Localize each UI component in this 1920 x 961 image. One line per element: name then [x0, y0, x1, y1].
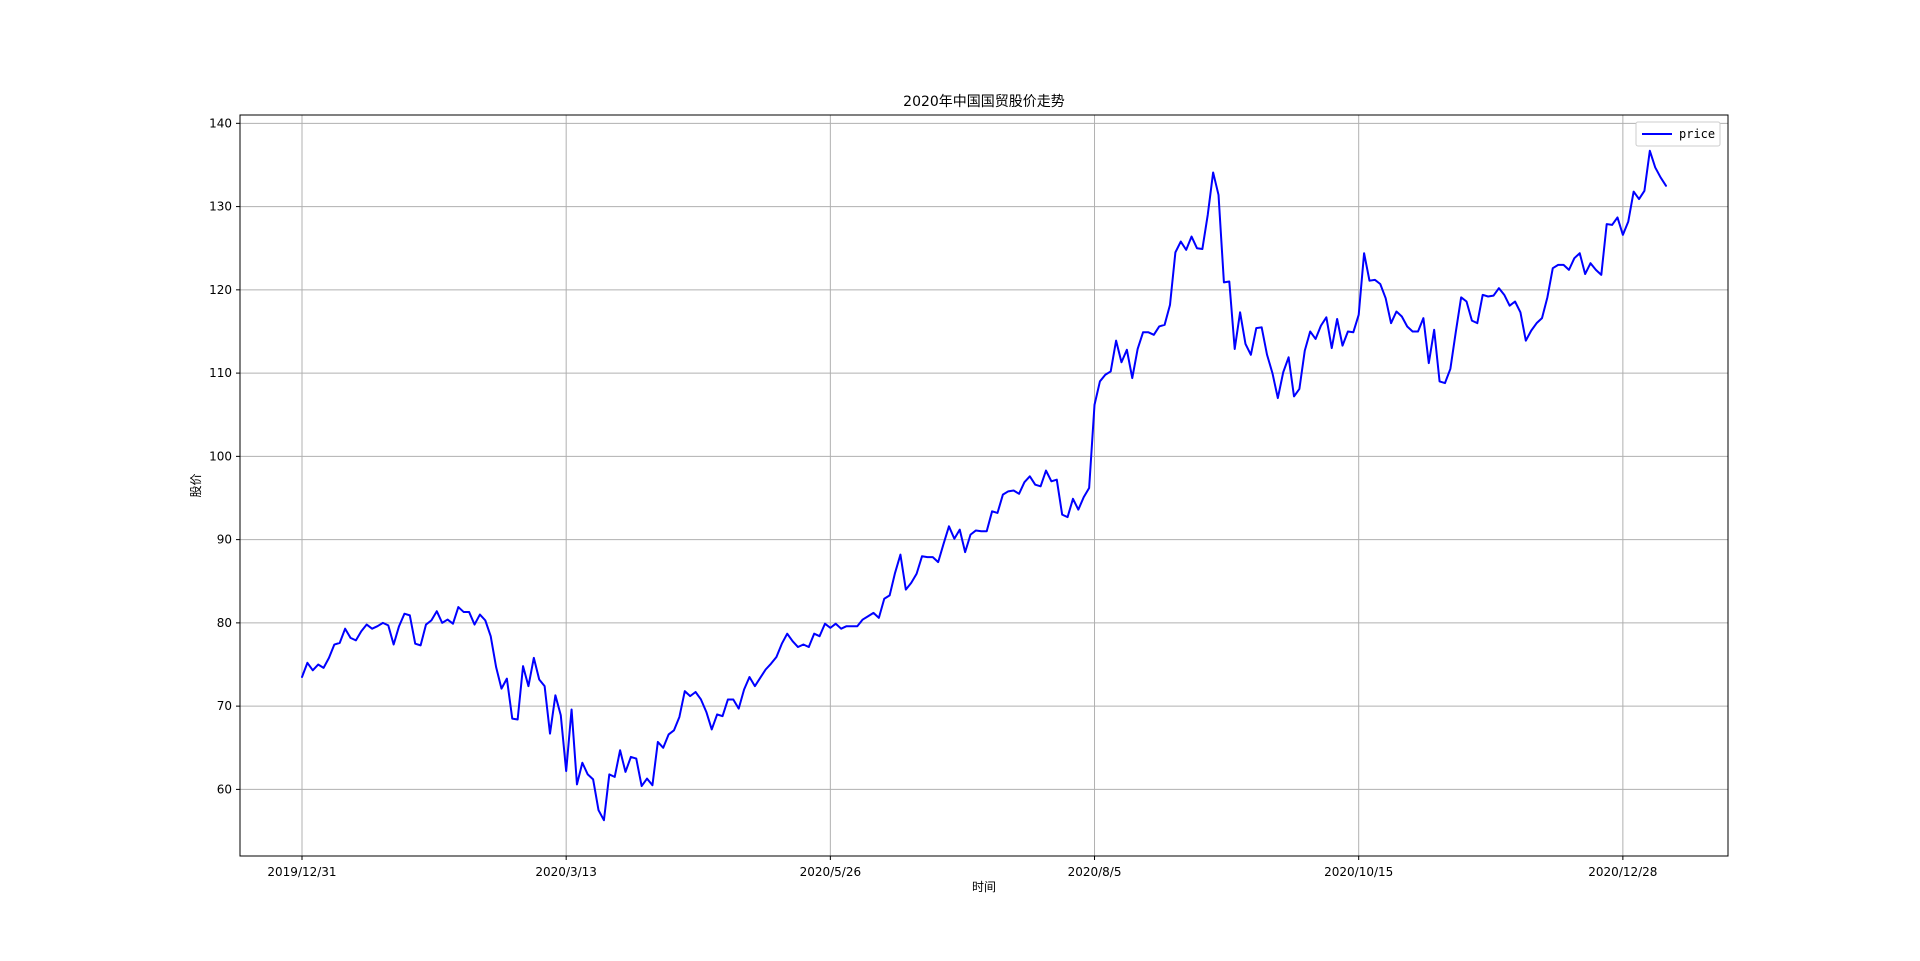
- y-tick-label: 80: [217, 616, 232, 630]
- y-tick-label: 130: [209, 200, 232, 214]
- y-tick-label: 140: [209, 116, 232, 130]
- x-tick-label: 2020/12/28: [1588, 865, 1657, 879]
- series-line-price: [301, 149, 1667, 822]
- legend-label-price: price: [1679, 127, 1715, 141]
- x-tick-label: 2020/3/13: [535, 865, 597, 879]
- y-axis-label: 股价: [189, 473, 203, 497]
- y-tick-label: 70: [217, 699, 232, 713]
- y-tick-label: 100: [209, 449, 232, 463]
- x-tick-label: 2020/5/26: [800, 865, 862, 879]
- chart-title: 2020年中国国贸股价走势: [903, 94, 1065, 110]
- y-tick-label: 120: [209, 283, 232, 297]
- plot-frame: [239, 114, 1729, 857]
- legend-box: [1635, 121, 1721, 147]
- legend: price: [1635, 121, 1721, 147]
- y-tick-label: 90: [217, 533, 232, 547]
- x-tick-label: 2020/10/15: [1324, 865, 1393, 879]
- series-layer: [301, 149, 1667, 822]
- grid: [240, 115, 1728, 856]
- axis-ticks: 60 70 80 90 100 110 120 130 140 2019/12/31 2020/3/…: [209, 116, 1657, 879]
- y-tick-label: 60: [217, 782, 232, 796]
- x-axis-label: 时间: [972, 880, 996, 894]
- y-tick-label: 110: [209, 366, 232, 380]
- x-tick-label: 2019/12/31: [267, 865, 336, 879]
- x-tick-label: 2020/8/5: [1068, 865, 1122, 879]
